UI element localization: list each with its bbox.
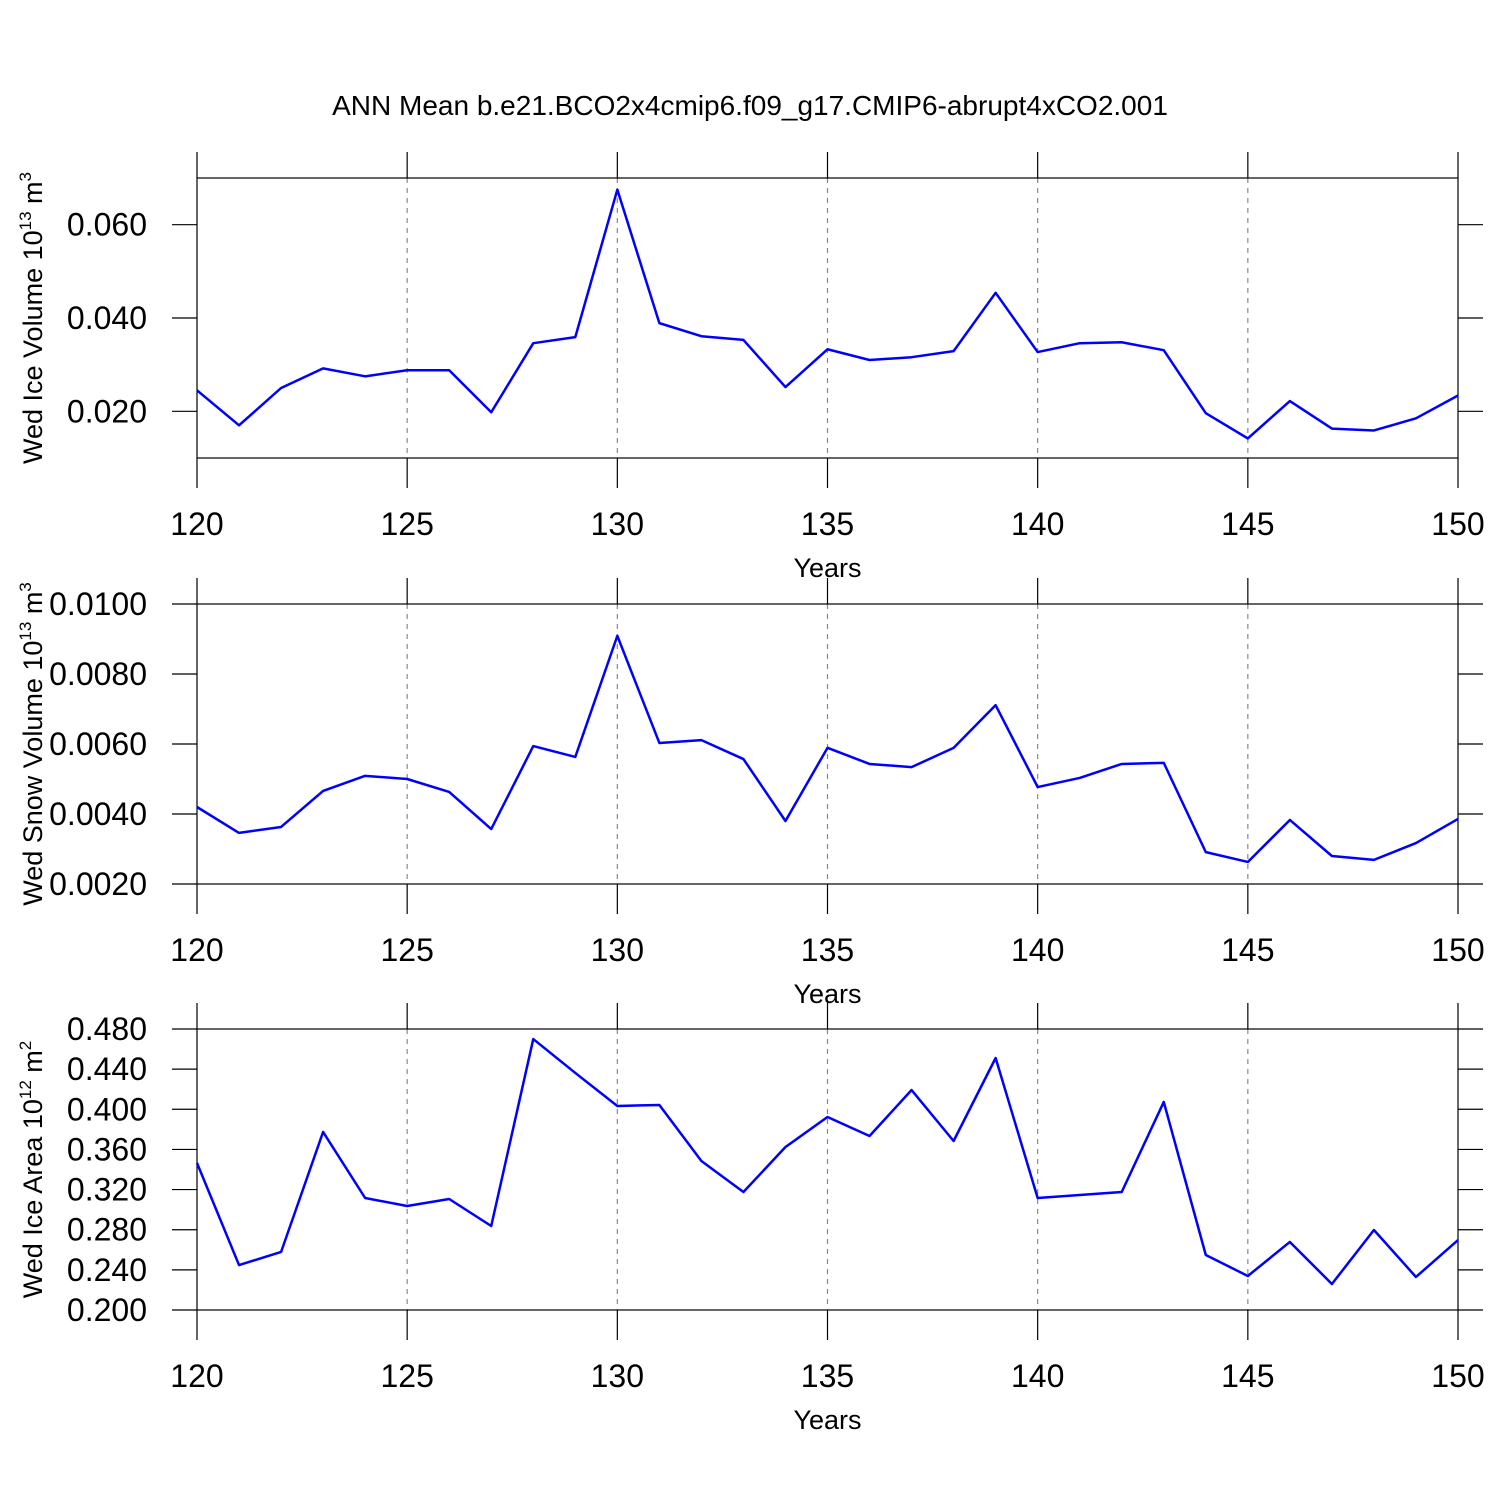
y-axis-label-part: Wed Ice Volume 10 [18,230,48,464]
y-axis-label-superscript: 13 [16,211,35,230]
x-tick-label: 120 [170,506,223,542]
data-line [196,634,1459,864]
x-tick-label: 120 [170,1358,223,1394]
y-tick-label: 0.060 [67,207,147,243]
x-tick-label: 130 [591,932,644,968]
y-tick-label: 0.440 [67,1051,147,1087]
y-tick-label: 0.020 [67,393,147,429]
y-tick-label: 0.200 [67,1292,147,1328]
x-tick-label: 150 [1431,1358,1484,1394]
x-tick-label: 125 [380,1358,433,1394]
y-tick-label: 0.0060 [49,726,147,762]
y-tick-label: 0.0020 [49,866,147,902]
y-axis-label-part: m [18,592,48,622]
y-axis-label-superscript: 12 [16,1080,35,1099]
chart-title: ANN Mean b.e21.BCO2x4cmip6.f09_g17.CMIP6… [332,90,1168,121]
x-tick-label: 135 [801,932,854,968]
plot-frame [196,177,1459,459]
y-tick-label: 0.360 [67,1131,147,1167]
x-tick-label: 140 [1011,1358,1064,1394]
y-tick-label: 0.320 [67,1172,147,1208]
y-axis-label-part: m [18,181,48,211]
x-tick-label: 135 [801,506,854,542]
y-axis-label-superscript: 2 [16,1041,35,1050]
y-axis-label: Wed Ice Area 1012 m2 [16,1041,48,1299]
x-tick-label: 120 [170,932,223,968]
x-tick-label: 130 [591,1358,644,1394]
data-line [196,188,1459,440]
x-tick-label: 140 [1011,506,1064,542]
x-tick-label: 145 [1221,506,1274,542]
plot-frame [196,1028,1459,1311]
y-tick-label: 0.0040 [49,796,147,832]
y-axis-label-part: Wed Snow Volume 10 [18,641,48,906]
x-tick-label: 135 [801,1358,854,1394]
y-tick-label: 0.240 [67,1252,147,1288]
y-axis-label-superscript: 3 [16,582,35,591]
y-axis-label-superscript: 3 [16,172,35,181]
y-tick-label: 0.0080 [49,656,147,692]
plot-frame [196,603,1459,885]
x-tick-label: 150 [1431,932,1484,968]
y-tick-label: 0.480 [67,1011,147,1047]
y-axis-label: Wed Snow Volume 1013 m3 [16,582,48,906]
y-axis-label-part: Wed Ice Area 10 [18,1099,48,1298]
y-axis-label: Wed Ice Volume 1013 m3 [16,172,48,464]
x-tick-label: 145 [1221,932,1274,968]
y-tick-label: 0.040 [67,300,147,336]
y-tick-label: 0.0100 [49,586,147,622]
data-line [195,1037,1459,1286]
x-tick-label: 125 [380,506,433,542]
y-axis-label-part: m [18,1050,48,1080]
y-axis-label-superscript: 13 [16,622,35,641]
x-tick-label: 125 [380,932,433,968]
x-tick-label: 145 [1221,1358,1274,1394]
x-tick-label: 130 [591,506,644,542]
x-axis-label: Years [793,1405,861,1435]
x-tick-label: 150 [1431,506,1484,542]
x-tick-label: 140 [1011,932,1064,968]
y-tick-label: 0.280 [67,1212,147,1248]
y-tick-label: 0.400 [67,1091,147,1127]
